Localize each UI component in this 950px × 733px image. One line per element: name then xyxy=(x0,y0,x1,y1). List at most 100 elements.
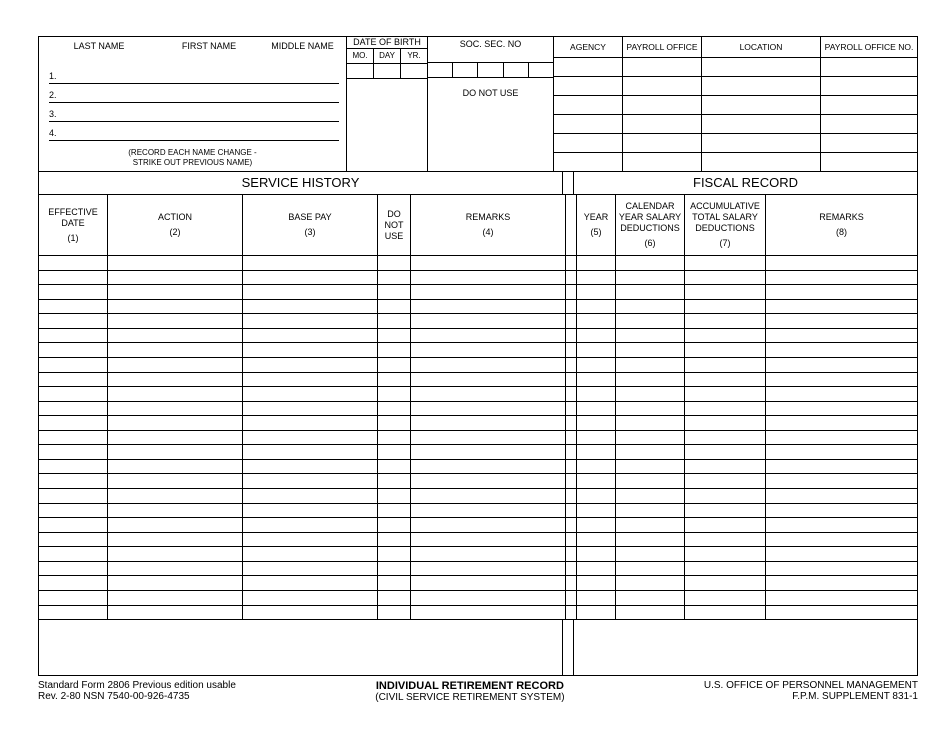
remarks-2-cell[interactable] xyxy=(766,562,917,576)
accumulative-cell[interactable] xyxy=(685,387,766,401)
remarks-2-cell[interactable] xyxy=(766,358,917,372)
base-pay-cell[interactable] xyxy=(243,387,378,401)
remarks-1-cell[interactable] xyxy=(411,445,566,459)
accumulative-cell[interactable] xyxy=(685,547,766,561)
effective-date-cell[interactable] xyxy=(39,562,108,576)
calendar-cell[interactable] xyxy=(616,431,685,445)
calendar-cell[interactable] xyxy=(616,358,685,372)
accumulative-cell[interactable] xyxy=(685,314,766,328)
base-pay-cell[interactable] xyxy=(243,547,378,561)
accumulative-cell[interactable] xyxy=(685,256,766,270)
remarks-1-cell[interactable] xyxy=(411,416,566,430)
year-cell[interactable] xyxy=(577,358,616,372)
dob-day-cell[interactable] xyxy=(374,64,401,78)
action-cell[interactable] xyxy=(108,504,243,518)
payroll-office-no-cell[interactable] xyxy=(821,134,917,152)
year-cell[interactable] xyxy=(577,445,616,459)
base-pay-cell[interactable] xyxy=(243,271,378,285)
remarks-1-cell[interactable] xyxy=(411,402,566,416)
remarks-2-cell[interactable] xyxy=(766,518,917,532)
action-cell[interactable] xyxy=(108,256,243,270)
year-cell[interactable] xyxy=(577,591,616,605)
remarks-2-cell[interactable] xyxy=(766,285,917,299)
remarks-2-cell[interactable] xyxy=(766,533,917,547)
effective-date-cell[interactable] xyxy=(39,474,108,488)
payroll-office-no-cell[interactable] xyxy=(821,115,917,133)
year-cell[interactable] xyxy=(577,518,616,532)
calendar-cell[interactable] xyxy=(616,606,685,620)
location-cell[interactable] xyxy=(702,115,821,133)
payroll-office-no-cell[interactable] xyxy=(821,77,917,95)
remarks-1-cell[interactable] xyxy=(411,358,566,372)
remarks-1-cell[interactable] xyxy=(411,474,566,488)
accumulative-cell[interactable] xyxy=(685,591,766,605)
remarks-1-cell[interactable] xyxy=(411,504,566,518)
base-pay-cell[interactable] xyxy=(243,256,378,270)
accumulative-cell[interactable] xyxy=(685,358,766,372)
calendar-cell[interactable] xyxy=(616,329,685,343)
year-cell[interactable] xyxy=(577,271,616,285)
remarks-1-cell[interactable] xyxy=(411,431,566,445)
effective-date-cell[interactable] xyxy=(39,402,108,416)
calendar-cell[interactable] xyxy=(616,474,685,488)
year-cell[interactable] xyxy=(577,606,616,620)
base-pay-cell[interactable] xyxy=(243,504,378,518)
effective-date-cell[interactable] xyxy=(39,489,108,503)
base-pay-cell[interactable] xyxy=(243,343,378,357)
accumulative-cell[interactable] xyxy=(685,431,766,445)
accumulative-cell[interactable] xyxy=(685,562,766,576)
calendar-cell[interactable] xyxy=(616,285,685,299)
base-pay-cell[interactable] xyxy=(243,489,378,503)
calendar-cell[interactable] xyxy=(616,547,685,561)
effective-date-cell[interactable] xyxy=(39,533,108,547)
action-cell[interactable] xyxy=(108,314,243,328)
effective-date-cell[interactable] xyxy=(39,591,108,605)
base-pay-cell[interactable] xyxy=(243,591,378,605)
year-cell[interactable] xyxy=(577,576,616,590)
accumulative-cell[interactable] xyxy=(685,329,766,343)
remarks-2-cell[interactable] xyxy=(766,343,917,357)
remarks-2-cell[interactable] xyxy=(766,576,917,590)
calendar-cell[interactable] xyxy=(616,373,685,387)
remarks-2-cell[interactable] xyxy=(766,329,917,343)
remarks-1-cell[interactable] xyxy=(411,591,566,605)
calendar-cell[interactable] xyxy=(616,343,685,357)
name-line-4[interactable]: 4. xyxy=(49,122,339,141)
remarks-2-cell[interactable] xyxy=(766,271,917,285)
ssn-cell-1[interactable] xyxy=(428,63,453,77)
year-cell[interactable] xyxy=(577,402,616,416)
name-line-1[interactable]: 1. xyxy=(49,65,339,84)
remarks-1-cell[interactable] xyxy=(411,271,566,285)
remarks-2-cell[interactable] xyxy=(766,402,917,416)
agency-cell[interactable] xyxy=(554,77,623,95)
payroll-office-no-cell[interactable] xyxy=(821,96,917,114)
effective-date-cell[interactable] xyxy=(39,329,108,343)
base-pay-cell[interactable] xyxy=(243,606,378,620)
calendar-cell[interactable] xyxy=(616,445,685,459)
year-cell[interactable] xyxy=(577,343,616,357)
base-pay-cell[interactable] xyxy=(243,285,378,299)
accumulative-cell[interactable] xyxy=(685,460,766,474)
accumulative-cell[interactable] xyxy=(685,300,766,314)
action-cell[interactable] xyxy=(108,285,243,299)
payroll-office-cell[interactable] xyxy=(623,96,702,114)
year-cell[interactable] xyxy=(577,416,616,430)
effective-date-cell[interactable] xyxy=(39,373,108,387)
effective-date-cell[interactable] xyxy=(39,606,108,620)
base-pay-cell[interactable] xyxy=(243,445,378,459)
calendar-cell[interactable] xyxy=(616,300,685,314)
year-cell[interactable] xyxy=(577,373,616,387)
payroll-office-cell[interactable] xyxy=(623,58,702,76)
location-cell[interactable] xyxy=(702,134,821,152)
effective-date-cell[interactable] xyxy=(39,314,108,328)
remarks-2-cell[interactable] xyxy=(766,256,917,270)
effective-date-cell[interactable] xyxy=(39,576,108,590)
remarks-1-cell[interactable] xyxy=(411,460,566,474)
effective-date-cell[interactable] xyxy=(39,358,108,372)
base-pay-cell[interactable] xyxy=(243,431,378,445)
effective-date-cell[interactable] xyxy=(39,285,108,299)
base-pay-cell[interactable] xyxy=(243,518,378,532)
remarks-1-cell[interactable] xyxy=(411,387,566,401)
action-cell[interactable] xyxy=(108,402,243,416)
action-cell[interactable] xyxy=(108,562,243,576)
